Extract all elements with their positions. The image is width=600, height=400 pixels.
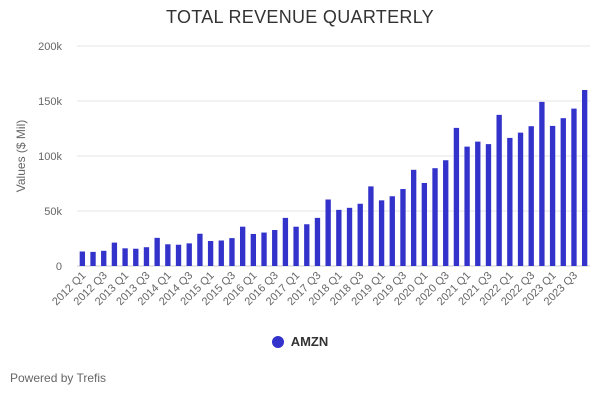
bar[interactable]	[453, 127, 460, 267]
bar[interactable]	[304, 224, 310, 266]
y-axis-ticks: 0 50k 100k 150k 200k	[38, 41, 62, 273]
bar[interactable]	[101, 250, 107, 266]
bar[interactable]	[368, 186, 374, 266]
bar[interactable]	[485, 144, 492, 266]
legend: AMZN	[0, 334, 600, 349]
bar[interactable]	[293, 226, 299, 266]
chart-title: TOTAL REVENUE QUARTERLY	[166, 7, 434, 27]
bar[interactable]	[410, 169, 417, 266]
bar[interactable]	[133, 248, 139, 266]
bar[interactable]	[325, 199, 331, 266]
bar[interactable]	[111, 242, 118, 266]
bar[interactable]	[539, 101, 545, 266]
bar[interactable]	[378, 200, 385, 266]
bar[interactable]	[229, 238, 235, 266]
bar[interactable]	[239, 226, 246, 266]
bar[interactable]	[261, 232, 267, 266]
y-tick-label: 150k	[38, 96, 62, 108]
bar[interactable]	[443, 160, 449, 266]
bar[interactable]	[90, 251, 96, 266]
bar[interactable]	[400, 189, 406, 266]
bar[interactable]	[218, 240, 224, 266]
bar[interactable]	[282, 217, 289, 266]
bar[interactable]	[571, 108, 577, 266]
bar[interactable]	[165, 244, 171, 266]
bar[interactable]	[528, 126, 534, 266]
bar[interactable]	[421, 183, 428, 266]
bar[interactable]	[186, 243, 192, 266]
bar[interactable]	[389, 196, 395, 266]
bar[interactable]	[475, 141, 481, 266]
bar[interactable]	[496, 114, 502, 266]
bar[interactable]	[560, 118, 566, 266]
bar[interactable]	[207, 241, 214, 266]
bar[interactable]	[197, 233, 203, 266]
bar[interactable]	[143, 247, 150, 266]
y-tick-label: 100k	[38, 151, 62, 163]
legend-label[interactable]: AMZN	[290, 334, 329, 349]
y-tick-label: 0	[56, 261, 62, 273]
bar[interactable]	[346, 207, 353, 266]
bar[interactable]	[432, 168, 438, 266]
y-tick-label: 200k	[38, 41, 62, 53]
bar[interactable]	[250, 233, 257, 266]
bar[interactable]	[581, 90, 588, 266]
credit-text: Powered by Trefis	[10, 371, 107, 385]
bar[interactable]	[517, 132, 524, 266]
bars	[79, 90, 588, 267]
bar[interactable]	[507, 137, 513, 266]
bar[interactable]	[464, 146, 470, 266]
bar[interactable]	[175, 244, 182, 266]
y-axis-title: Values ($ Mil)	[14, 120, 28, 192]
bar[interactable]	[336, 209, 342, 266]
bar[interactable]	[549, 125, 556, 267]
bar[interactable]	[122, 248, 128, 266]
legend-marker-icon[interactable]	[271, 335, 284, 348]
gridlines	[77, 45, 590, 267]
bar[interactable]	[272, 230, 278, 266]
bar[interactable]	[79, 251, 86, 266]
bar[interactable]	[154, 237, 160, 266]
bar[interactable]	[314, 217, 321, 266]
y-tick-label: 50k	[44, 206, 62, 218]
bar[interactable]	[357, 203, 363, 266]
